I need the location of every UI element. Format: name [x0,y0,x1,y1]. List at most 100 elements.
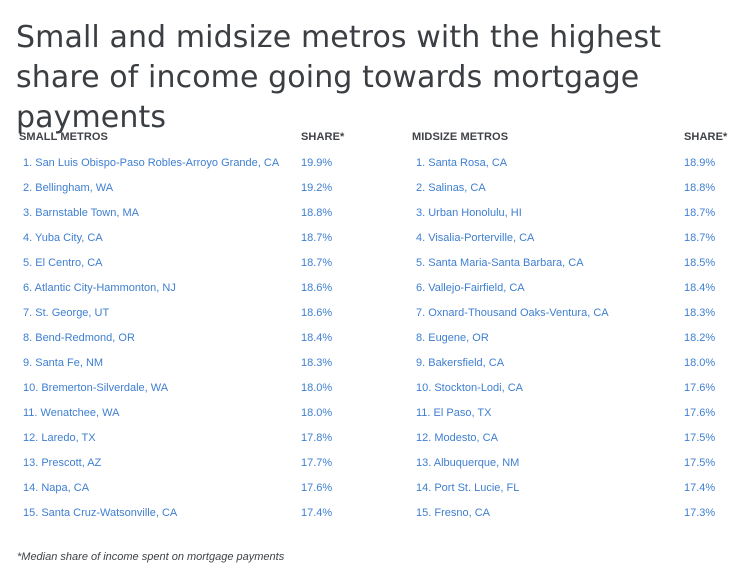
table-row: 12. Laredo, TX 17.8% [19,423,349,448]
table-row: 5. Santa Maria-Santa Barbara, CA 18.5% [412,248,742,273]
share-value: 18.0% [301,407,333,419]
share-value: 18.4% [684,282,716,294]
page-title: Small and midsize metros with the highes… [16,20,662,135]
table-row: 13. Albuquerque, NM 17.5% [412,448,742,473]
metro-name-link[interactable]: 1. Santa Rosa, CA [416,157,508,169]
share-header: SHARE* [684,131,728,143]
table-row: 9. Bakersfield, CA 18.0% [412,348,742,373]
share-header: SHARE* [301,131,345,143]
metro-name-link[interactable]: 14. Napa, CA [23,482,90,494]
share-value: 17.7% [301,457,333,469]
share-value: 17.6% [684,382,716,394]
share-value: 19.9% [301,157,333,169]
table-row: 15. Fresno, CA 17.3% [412,498,742,523]
metro-name-link[interactable]: 15. Fresno, CA [416,507,490,519]
share-value: 18.6% [301,307,333,319]
metro-name-link[interactable]: 3. Barnstable Town, MA [23,207,139,219]
table-row: 14. Port St. Lucie, FL 17.4% [412,473,742,498]
metro-name-link[interactable]: 2. Salinas, CA [416,182,486,194]
table-row: 13. Prescott, AZ 17.7% [19,448,349,473]
share-value: 18.7% [684,207,716,219]
table-row: 6. Atlantic City-Hammonton, NJ 18.6% [19,273,349,298]
share-value: 18.4% [301,332,333,344]
metro-name-link[interactable]: 13. Prescott, AZ [23,457,102,469]
table-header: MIDSIZE METROS SHARE* [412,126,742,148]
table-row: 3. Barnstable Town, MA 18.8% [19,198,349,223]
share-value: 18.0% [301,382,333,394]
share-value: 17.6% [301,482,333,494]
share-value: 18.8% [684,182,716,194]
share-value: 17.5% [684,432,716,444]
table-row: 5. El Centro, CA 18.7% [19,248,349,273]
midsize-metros-rows: 1. Santa Rosa, CA 18.9% 2. Salinas, CA 18.8… [412,148,742,523]
metro-name-link[interactable]: 8. Bend-Redmond, OR [23,332,135,344]
metro-name-link[interactable]: 6. Atlantic City-Hammonton, NJ [23,282,176,294]
table-row: 9. Santa Fe, NM 18.3% [19,348,349,373]
share-value: 19.2% [301,182,333,194]
share-value: 18.2% [684,332,716,344]
share-value: 18.7% [301,232,333,244]
table-row: 7. Oxnard-Thousand Oaks-Ventura, CA 18.3% [412,298,742,323]
table-row: 8. Bend-Redmond, OR 18.4% [19,323,349,348]
table-row: 7. St. George, UT 18.6% [19,298,349,323]
metro-name-link[interactable]: 5. El Centro, CA [23,257,103,269]
metro-name-link[interactable]: 11. El Paso, TX [416,407,492,419]
table-row: 11. Wenatchee, WA 18.0% [19,398,349,423]
metro-name-link[interactable]: 14. Port St. Lucie, FL [416,482,520,494]
metro-name-link[interactable]: 11. Wenatchee, WA [23,407,120,419]
table-row: 4. Yuba City, CA 18.7% [19,223,349,248]
table-row: 8. Eugene, OR 18.2% [412,323,742,348]
share-value: 18.5% [684,257,716,269]
small-metros-header: SMALL METROS [19,131,108,143]
table-row: 4. Visalia-Porterville, CA 18.7% [412,223,742,248]
metro-name-link[interactable]: 10. Bremerton-Silverdale, WA [23,382,169,394]
metro-name-link[interactable]: 9. Santa Fe, NM [23,357,104,369]
table-row: 14. Napa, CA 17.6% [19,473,349,498]
metro-name-link[interactable]: 6. Vallejo-Fairfield, CA [416,282,525,294]
table-row: 3. Urban Honolulu, HI 18.7% [412,198,742,223]
share-value: 18.8% [301,207,333,219]
table-row: 6. Vallejo-Fairfield, CA 18.4% [412,273,742,298]
share-value: 17.3% [684,507,716,519]
share-value: 17.8% [301,432,333,444]
share-value: 17.4% [684,482,716,494]
metro-name-link[interactable]: 15. Santa Cruz-Watsonville, CA [23,507,178,519]
share-value: 18.0% [684,357,716,369]
midsize-metros-table: MIDSIZE METROS SHARE* 1. Santa Rosa, CA 1… [412,126,742,523]
metro-name-link[interactable]: 2. Bellingham, WA [23,182,114,194]
metro-name-link[interactable]: 3. Urban Honolulu, HI [416,207,522,219]
table-row: 10. Bremerton-Silverdale, WA 18.0% [19,373,349,398]
metro-name-link[interactable]: 7. Oxnard-Thousand Oaks-Ventura, CA [416,307,609,319]
metro-name-link[interactable]: 7. St. George, UT [23,307,110,319]
metro-name-link[interactable]: 13. Albuquerque, NM [416,457,520,469]
metro-name-link[interactable]: 4. Visalia-Porterville, CA [416,232,535,244]
metro-name-link[interactable]: 12. Modesto, CA [416,432,498,444]
footnote: *Median share of income spent on mortgag… [17,551,285,563]
metro-name-link[interactable]: 10. Stockton-Lodi, CA [416,382,524,394]
metro-name-link[interactable]: 8. Eugene, OR [416,332,489,344]
share-value: 18.9% [684,157,716,169]
metro-name-link[interactable]: 4. Yuba City, CA [23,232,103,244]
table-row: 2. Salinas, CA 18.8% [412,173,742,198]
share-value: 18.6% [301,282,333,294]
share-value: 17.4% [301,507,333,519]
share-value: 18.7% [301,257,333,269]
table-row: 11. El Paso, TX 17.6% [412,398,742,423]
metro-name-link[interactable]: 1. San Luis Obispo-Paso Robles-Arroyo Gr… [23,157,280,169]
share-value: 18.3% [301,357,333,369]
share-value: 17.6% [684,407,716,419]
midsize-metros-header: MIDSIZE METROS [412,131,509,143]
table-row: 10. Stockton-Lodi, CA 17.6% [412,373,742,398]
share-value: 17.5% [684,457,716,469]
table-row: 1. Santa Rosa, CA 18.9% [412,148,742,173]
share-value: 18.7% [684,232,716,244]
table-row: 2. Bellingham, WA 19.2% [19,173,349,198]
table-row: 12. Modesto, CA 17.5% [412,423,742,448]
table-row: 15. Santa Cruz-Watsonville, CA 17.4% [19,498,349,523]
metro-name-link[interactable]: 5. Santa Maria-Santa Barbara, CA [416,257,584,269]
small-metros-rows: 1. San Luis Obispo-Paso Robles-Arroyo Gr… [19,148,349,523]
metro-name-link[interactable]: 9. Bakersfield, CA [416,357,505,369]
table-header: SMALL METROS SHARE* [19,126,349,148]
small-metros-table: SMALL METROS SHARE* 1. San Luis Obispo-P… [19,126,349,523]
metro-name-link[interactable]: 12. Laredo, TX [23,432,96,444]
